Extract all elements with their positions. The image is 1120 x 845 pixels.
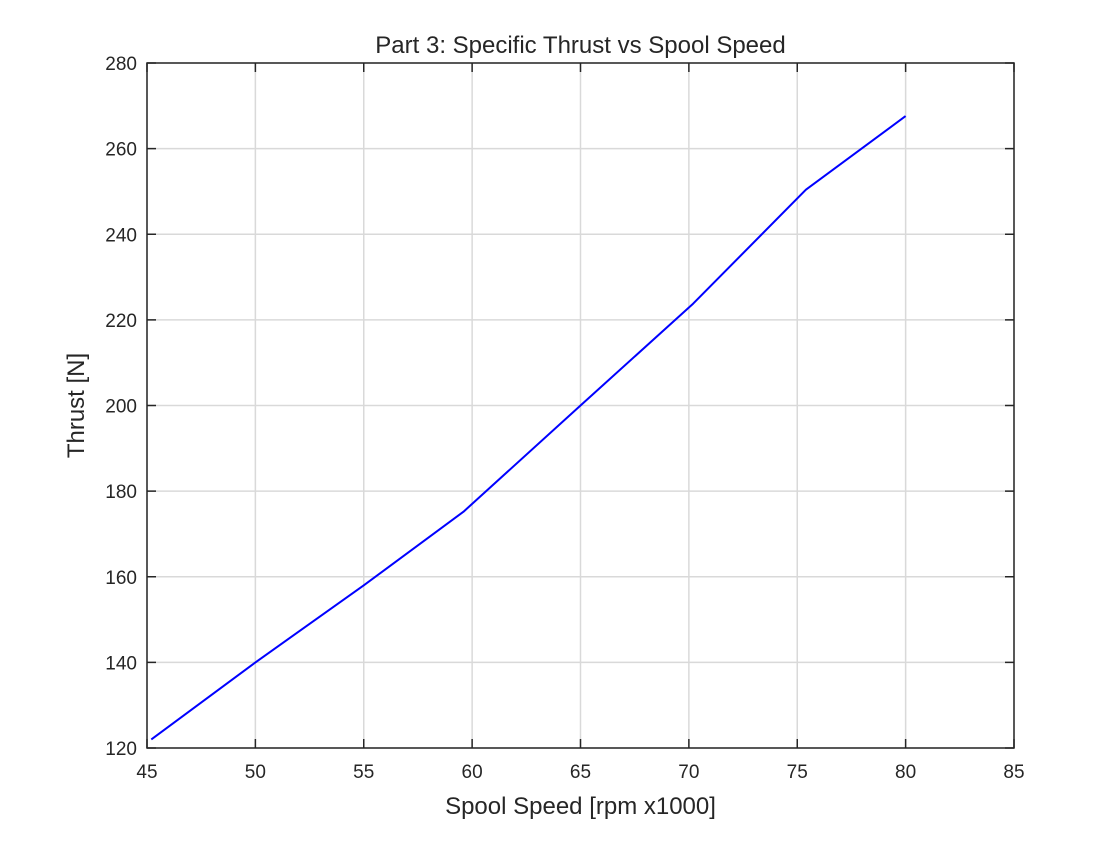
x-tick-label: 85 xyxy=(1003,762,1024,783)
x-tick-label: 60 xyxy=(462,762,483,783)
y-tick-label: 180 xyxy=(105,482,137,503)
series-line-1 xyxy=(150,115,907,741)
y-tick-label: 160 xyxy=(105,568,137,589)
x-tick-label: 65 xyxy=(570,762,591,783)
x-tick-label: 45 xyxy=(136,762,157,783)
chart-title: Part 3: Specific Thrust vs Spool Speed xyxy=(375,32,785,59)
x-tick-label: 80 xyxy=(895,762,916,783)
y-tick-label: 200 xyxy=(105,397,137,418)
y-axis-label: Thrust [N] xyxy=(63,353,90,458)
x-tick-label: 50 xyxy=(245,762,266,783)
x-tick-label: 75 xyxy=(787,762,808,783)
y-tick-label: 140 xyxy=(105,653,137,674)
x-axis-label: Spool Speed [rpm x1000] xyxy=(445,793,716,820)
y-tick-label: 260 xyxy=(105,140,137,161)
y-tick-label: 280 xyxy=(105,54,137,75)
ticks xyxy=(146,62,1015,749)
tick-labels: 45 50 55 60 65 70 75 80 85 120 140 160 180 200 220 240 2… xyxy=(105,54,1024,783)
x-tick-label: 70 xyxy=(678,762,699,783)
y-tick-label: 120 xyxy=(105,739,137,760)
y-tick-label: 240 xyxy=(105,225,137,246)
y-tick-label: 220 xyxy=(105,311,137,332)
x-tick-label: 55 xyxy=(353,762,374,783)
series-layer xyxy=(150,115,907,741)
